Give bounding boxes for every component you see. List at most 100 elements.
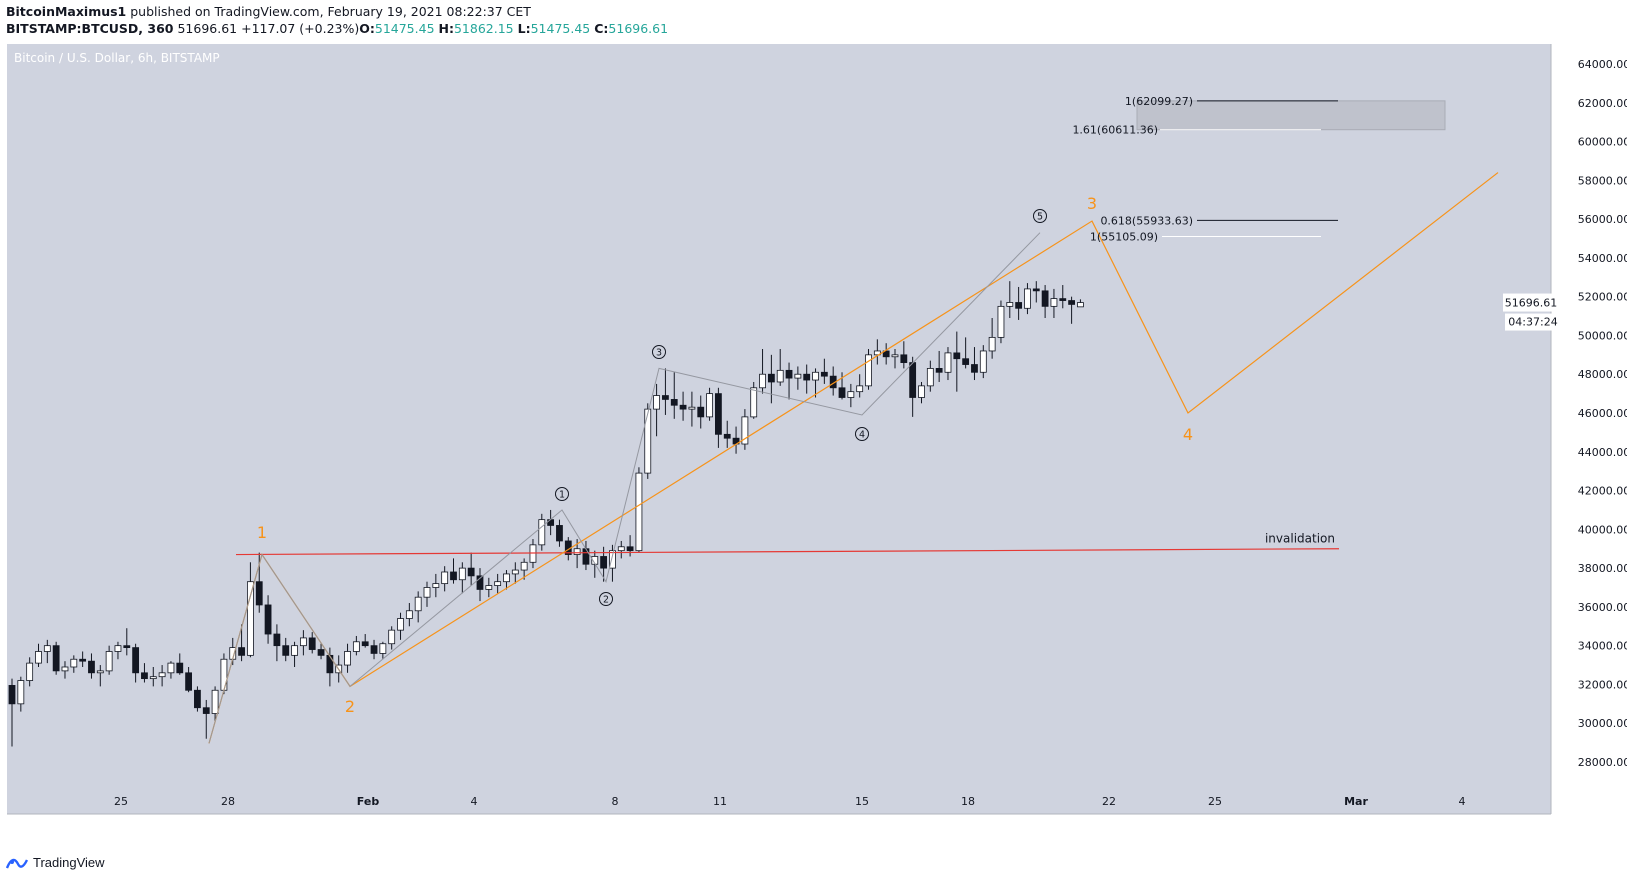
- time-tick-label: 11: [713, 795, 727, 808]
- candle-bull: [997, 305, 1005, 338]
- candle-bull: [379, 643, 387, 654]
- candle-bear: [264, 604, 272, 635]
- price-tick-label: 62000.00: [1578, 97, 1627, 110]
- price-tick-label: 58000.00: [1578, 174, 1627, 187]
- candle-bear: [785, 369, 793, 379]
- target-zone: [1136, 100, 1446, 131]
- orange-wave-label: 1: [257, 523, 267, 542]
- time-tick-label: 28: [221, 795, 235, 808]
- countdown-tag: 04:37:24: [1508, 316, 1557, 329]
- price-tick-label: 32000.00: [1578, 678, 1627, 691]
- currency-label: USD: [1578, 51, 1602, 64]
- last-price-tag: 51696.61: [1505, 297, 1558, 310]
- candle-bull: [891, 354, 899, 358]
- candle-bear: [1015, 302, 1023, 309]
- candle-bull: [988, 336, 996, 352]
- invalidation-line: [235, 548, 1340, 556]
- candle-bear: [838, 387, 846, 398]
- publish-info: BitcoinMaximus1 published on TradingView…: [6, 4, 531, 19]
- candle-bull: [741, 416, 749, 445]
- low-label: L:: [517, 21, 531, 36]
- candle-bull: [299, 637, 307, 647]
- high-value: 51862.15: [453, 21, 514, 36]
- close-label: C:: [594, 21, 609, 36]
- price-tick-label: 40000.00: [1578, 523, 1627, 536]
- candle-bull: [873, 350, 881, 356]
- high-label: H:: [438, 21, 454, 36]
- candle-bear: [820, 371, 828, 377]
- invalidation-label: invalidation: [1265, 532, 1335, 546]
- candle-bull: [979, 350, 987, 373]
- author-name[interactable]: BitcoinMaximus1: [6, 4, 127, 19]
- candle-bear: [202, 707, 210, 714]
- time-tick-label: 18: [961, 795, 975, 808]
- candle-bear: [476, 575, 484, 590]
- candle-bear: [971, 364, 978, 373]
- candle-bull: [405, 610, 413, 619]
- candle-bear: [600, 556, 608, 569]
- price-tick-label: 60000.00: [1578, 136, 1627, 149]
- chart-panel[interactable]: Bitcoin / U.S. Dollar, 6h, BITSTAMP USD …: [0, 44, 1627, 824]
- price-tick-label: 50000.00: [1578, 329, 1627, 342]
- open-label: O:: [359, 21, 375, 36]
- subwave-label: 3: [656, 348, 662, 359]
- candle-bull: [609, 550, 616, 569]
- chart-svg[interactable]: Bitcoin / U.S. Dollar, 6h, BITSTAMP USD …: [0, 44, 1627, 824]
- candle-bull: [653, 395, 660, 410]
- candle-bear: [79, 658, 87, 662]
- candle-bear: [909, 362, 917, 398]
- published-text: published on TradingView.com, February 1…: [126, 4, 531, 19]
- candle-bear: [556, 525, 563, 542]
- candle-bear: [467, 567, 475, 577]
- fib-level-label: 1.61(60611.36): [1072, 124, 1158, 137]
- candle-bull: [43, 645, 51, 652]
- candle-bear: [723, 433, 731, 439]
- candle-bear: [626, 546, 634, 552]
- price-tick-label: 54000.00: [1578, 252, 1627, 265]
- price-tick-label: 48000.00: [1578, 368, 1627, 381]
- candle-bull: [114, 645, 122, 652]
- time-tick-label: 4: [471, 795, 478, 808]
- last-price: 51696.61: [177, 21, 238, 36]
- price-tick-label: 64000.00: [1578, 58, 1627, 71]
- symbol-label: BITSTAMP:BTCUSD, 360: [6, 21, 174, 36]
- candle-bear: [662, 395, 669, 400]
- candle-bear: [132, 647, 140, 674]
- orange-wave-label: 4: [1183, 425, 1193, 444]
- candle-bear: [803, 373, 811, 381]
- price-tick-label: 56000.00: [1578, 213, 1627, 226]
- candle-bull: [485, 585, 493, 590]
- countdown-tag-bg: [1505, 313, 1561, 331]
- candle-bull: [520, 561, 528, 571]
- candle-bear: [317, 649, 325, 656]
- candle-bull: [794, 373, 802, 379]
- orange-wave-label: 3: [1087, 194, 1097, 213]
- candle-bull: [926, 368, 934, 387]
- close-value: 51696.61: [608, 21, 669, 36]
- tradingview-footer[interactable]: TradingView: [6, 855, 105, 870]
- candle-bull: [617, 546, 625, 552]
- candle-bear: [308, 637, 316, 650]
- candle-bull: [1050, 298, 1058, 307]
- candle-bear: [767, 373, 775, 383]
- candle-bull: [35, 651, 42, 664]
- candle-bear: [176, 662, 184, 674]
- subwave-label: 5: [1037, 212, 1043, 223]
- fib-level-label: 0.618(55933.63): [1100, 214, 1193, 227]
- subwave-circle: [599, 592, 613, 606]
- candle-bear: [1059, 298, 1067, 301]
- last-price-tag-bg: [1503, 293, 1561, 312]
- tradingview-logo-icon: [6, 858, 28, 868]
- candle-bear: [52, 645, 60, 672]
- open-value: 51475.45: [374, 21, 435, 36]
- candle-bull: [635, 472, 643, 552]
- candle-bull: [750, 387, 758, 418]
- subwave-label: 2: [603, 595, 609, 606]
- candle-bear: [273, 633, 281, 647]
- subwave-circle: [1033, 209, 1047, 223]
- candle-bear: [326, 654, 334, 674]
- candle-bear: [1041, 290, 1049, 307]
- low-value: 51475.45: [530, 21, 591, 36]
- candle-bull: [26, 662, 34, 681]
- candle-bull: [1006, 302, 1014, 307]
